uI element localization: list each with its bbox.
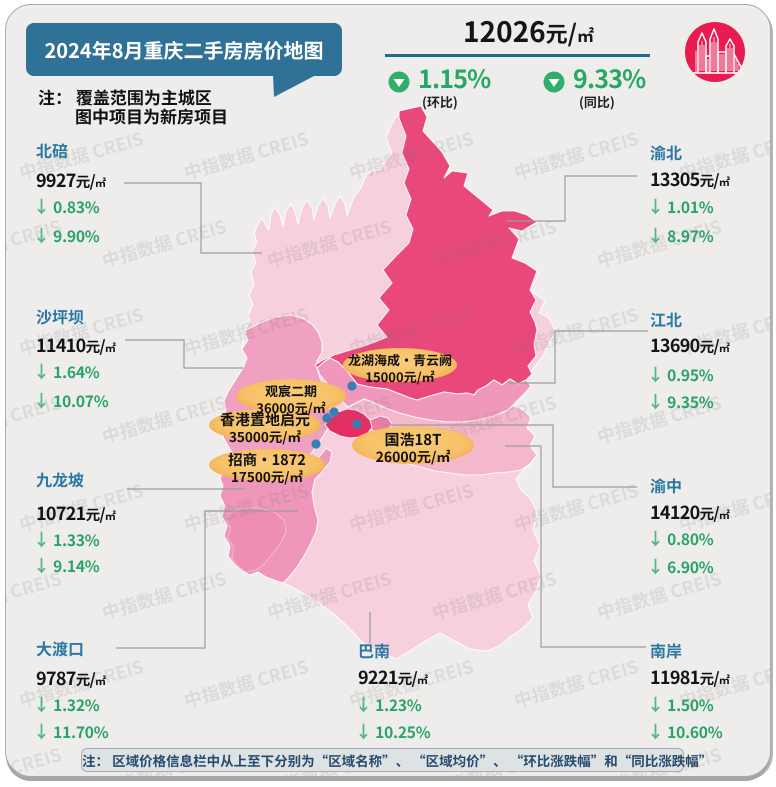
svg-text:中指数据 CREIS: 中指数据 CREIS (99, 565, 230, 625)
svg-text:中指数据 CREIS: 中指数据 CREIS (0, 741, 64, 787)
svg-text:中指数据 CREIS: 中指数据 CREIS (99, 213, 230, 273)
svg-text:中指数据 CREIS: 中指数据 CREIS (181, 653, 312, 713)
svg-text:中指数据 CREIS: 中指数据 CREIS (181, 125, 312, 185)
svg-text:中指数据 CREIS: 中指数据 CREIS (511, 653, 642, 713)
svg-text:中指数据 CREIS: 中指数据 CREIS (511, 477, 642, 537)
